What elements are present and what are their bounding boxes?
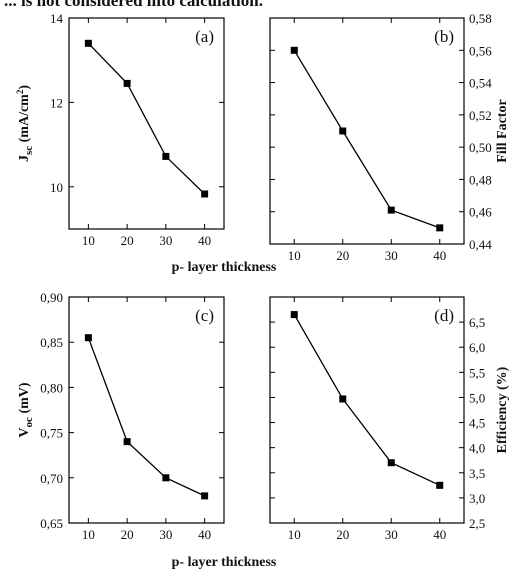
data-point [436,481,444,489]
panel-c-voc: 10 20 30 40 0,65 0,70 0,75 0,80 0,85 0,90 (c) Voc (… [17,290,225,542]
y-tick-label: 2,5 [469,516,485,531]
data-point [84,39,92,47]
x-tick-label: 10 [288,527,301,542]
panel-label: (b) [434,27,454,46]
y-tick-label: 0,80 [40,380,63,395]
y-tick-label: 6,0 [469,340,485,355]
x-tick-label: 40 [198,233,211,248]
x-tick-label: 10 [288,248,301,263]
y-tick-label: 0,75 [40,426,63,441]
plot-frame [68,17,225,230]
panel-label: (a) [195,27,214,46]
data-point [162,474,170,482]
y-tick-label: 0,54 [469,76,492,91]
series-line [293,49,440,229]
x-tick-label: 20 [121,527,134,542]
series-line [293,314,441,486]
plot-frame [269,296,465,524]
data-point [162,152,170,160]
x-tick-label: 40 [433,248,446,263]
panel-d-efficiency: 10 20 30 40 2,5 3,0 3,5 4,0 4,5 5,0 5,5 6,0 6,5 (d) Ef… [269,296,510,542]
x-tick-label: 30 [385,248,398,263]
data-point [123,79,131,87]
y-tick-label: 14 [50,11,64,26]
y-tick-label: 4,5 [469,416,485,431]
x-tick-label: 30 [385,527,398,542]
x-tick-label: 40 [198,527,211,542]
x-tick-label: 30 [159,527,172,542]
panel-label: (c) [195,306,214,325]
series-line [87,42,206,195]
data-point [123,438,131,446]
panel-b-fill-factor: 10 20 30 40 0,44 0,46 0,48 0,50 0,52 0,54 0,56 0,58… [269,11,510,263]
panel-a-jsc: 10 20 30 40 10 12 14 (a) Jsc (mA/cm2) [15,11,225,248]
y-tick-label: 4,0 [469,441,485,456]
y-tick-label: 10 [50,180,63,195]
data-point [339,127,347,135]
y-tick-label: 0,50 [469,140,492,155]
y-tick-label: 3,5 [469,466,485,481]
shared-x-axis-label-bottom: p- layer thickness [172,555,277,570]
y-tick-label: 3,0 [469,491,485,506]
data-point [290,311,298,319]
data-point [290,46,298,54]
y-tick-label: 5,5 [469,365,485,380]
data-point [436,224,444,232]
data-point [201,190,209,198]
data-point [387,459,395,467]
y-tick-label: 0,85 [40,335,63,350]
x-tick-label: 20 [121,233,134,248]
x-tick-label: 10 [82,527,95,542]
data-point [201,492,209,500]
y-axis-label: Efficiency (%) [495,366,510,453]
y-tick-label: 0,65 [40,516,63,531]
data-point [84,334,92,342]
y-tick-label: 0,56 [469,43,492,58]
x-tick-label: 20 [336,248,349,263]
y-tick-label: 0,52 [469,108,492,123]
plot-frame [269,17,465,245]
y-tick-label: 5,0 [469,390,485,405]
x-tick-label: 40 [433,527,446,542]
y-tick-label: 0,90 [40,290,63,305]
plot-frame [68,296,225,524]
y-axis-label: Voc (mV) [17,382,35,437]
x-tick-label: 30 [159,233,172,248]
series-line [87,337,205,497]
shared-x-axis-label-top: p- layer thickness [172,260,277,275]
y-tick-label: 0,46 [469,205,492,220]
x-tick-label: 10 [82,233,95,248]
y-tick-label: 0,48 [469,172,492,187]
x-tick-label: 20 [336,527,349,542]
data-point [339,395,347,403]
y-tick-label: 0,58 [469,11,492,26]
y-axis-label: Fill Factor [495,99,510,162]
data-point [387,206,395,214]
panel-label: (d) [434,306,454,325]
y-tick-label: 12 [50,95,63,110]
clipped-caption-text: ... is not considered into calculation. [4,0,263,10]
y-tick-label: 0,44 [469,237,492,252]
y-tick-label: 6,5 [469,315,485,330]
y-axis-label: Jsc (mA/cm2) [15,85,35,162]
y-tick-label: 0,70 [40,471,63,486]
